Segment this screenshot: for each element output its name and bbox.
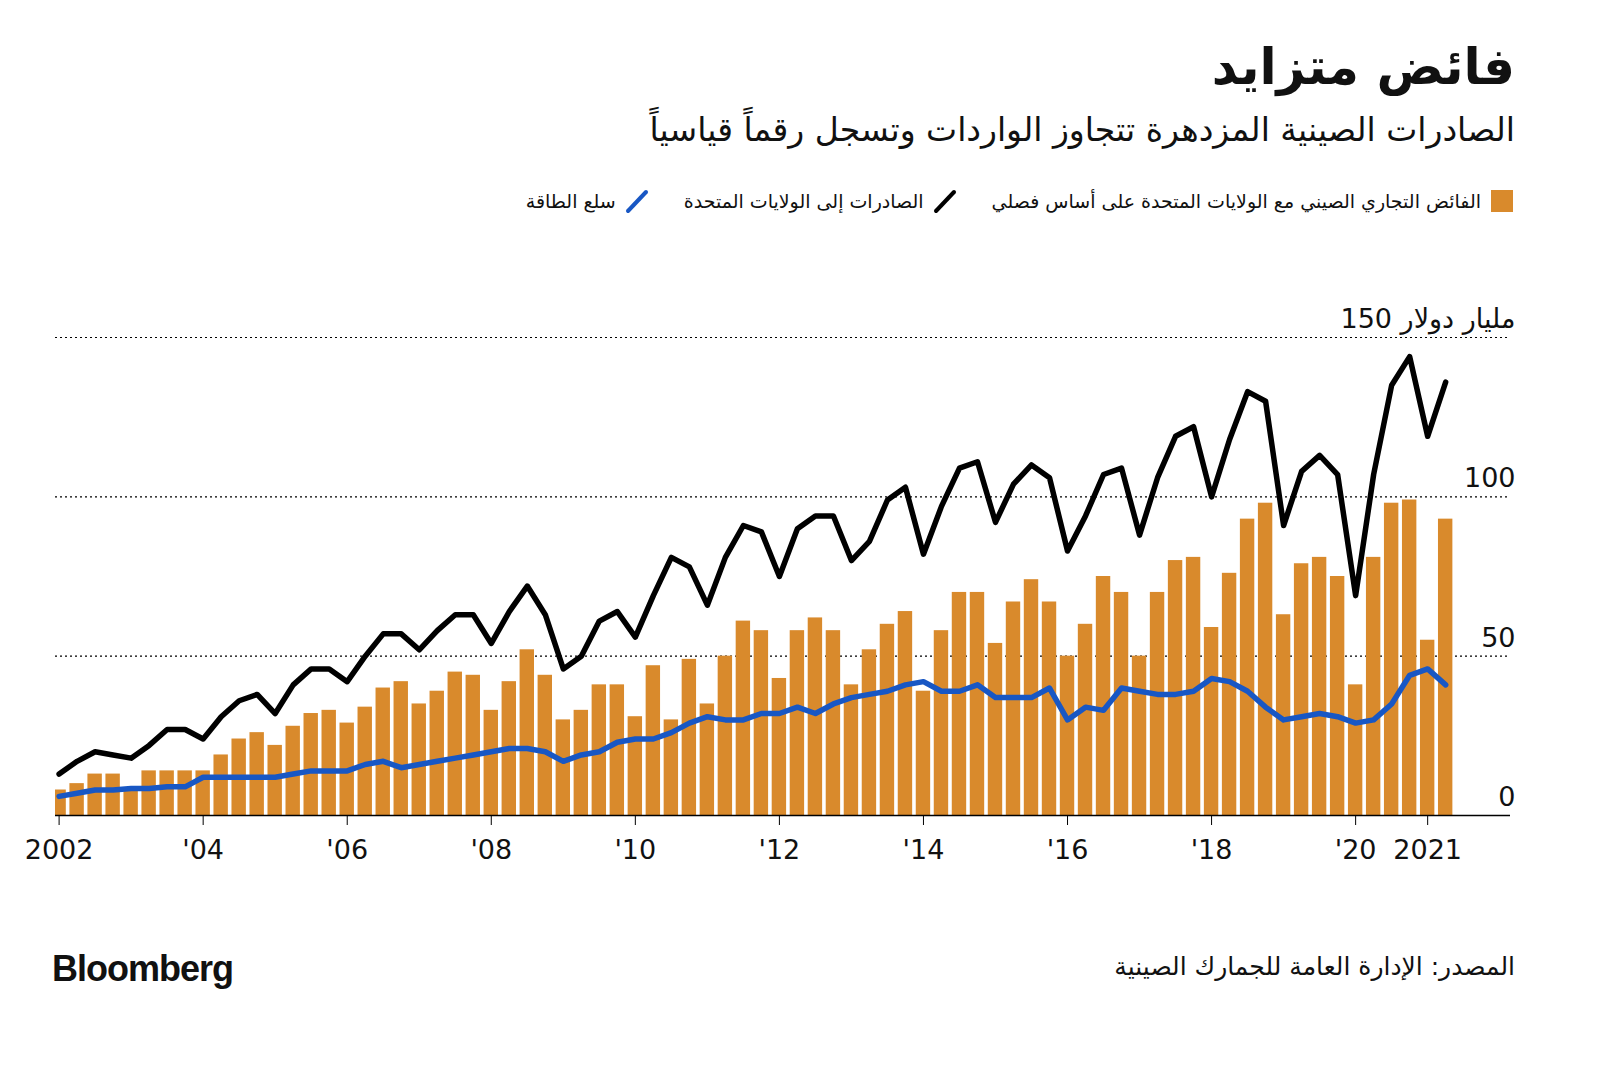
html-text:المصدر: الإدارة العامة للجمارك: المصدر: الإدارة العامة للجمارك الصينية [1114,952,1515,981]
svg-text:2002: 2002 [25,834,94,865]
svg-text:'08: '08 [470,834,512,865]
svg-text:50: 50 [1481,622,1515,653]
html-text:فائض متزايد: فائض متزايد [1211,38,1515,96]
svg-text:'16: '16 [1047,834,1089,865]
svg-text:'10: '10 [614,834,656,865]
svg-text:'18: '18 [1191,834,1233,865]
svg-text:150 مليار دولار: 150 مليار دولار [1340,303,1515,335]
svg-text:2021: 2021 [1393,834,1462,865]
svg-text:'14: '14 [903,834,945,865]
html-text:الصادرات إلى الولايات المتحدة: الصادرات إلى الولايات المتحدة [683,190,924,212]
html-text:سلع الطاقة: سلع الطاقة [525,190,616,212]
svg-text:'12: '12 [759,834,801,865]
svg-text:0: 0 [1498,781,1515,812]
svg-text:'20: '20 [1335,834,1377,865]
svg-text:100: 100 [1464,462,1516,493]
svg-text:'06: '06 [326,834,368,865]
html-text:Bloomberg: Bloomberg [52,948,233,989]
html-text:الفائض التجاري الصيني مع الولا: الفائض التجاري الصيني مع الولايات المتحد… [991,190,1481,212]
html-text:الصادرات الصينية المزدهرة تتجا: الصادرات الصينية المزدهرة تتجاوز الواردا… [649,110,1515,149]
svg-text:'04: '04 [182,834,224,865]
